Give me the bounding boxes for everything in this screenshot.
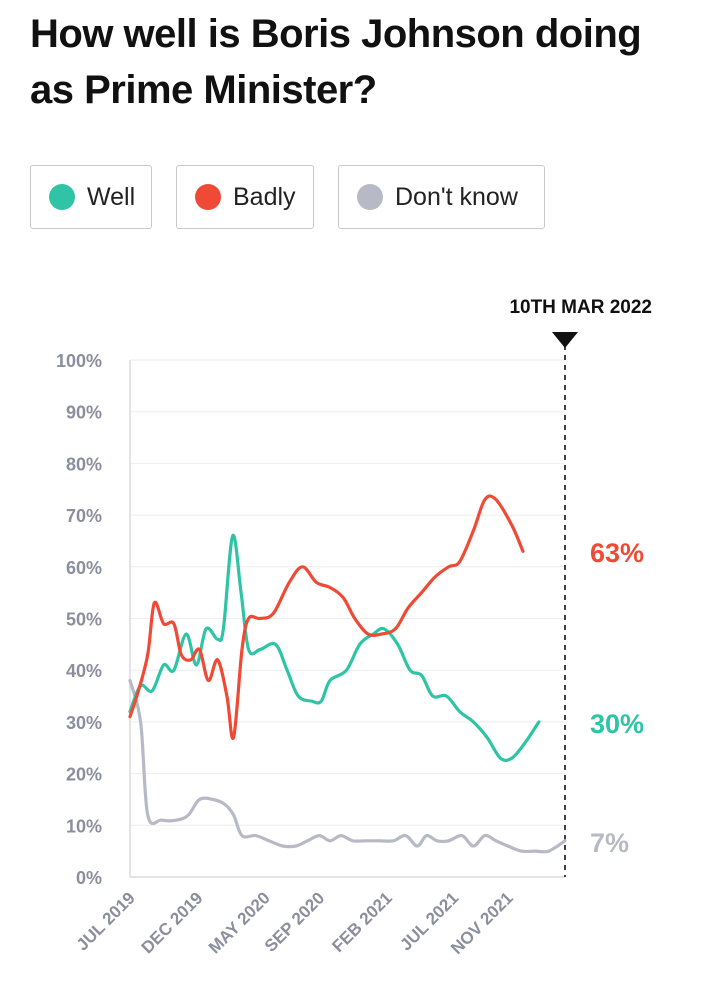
y-tick-label: 100% — [56, 351, 102, 371]
y-tick-label: 80% — [66, 454, 102, 474]
end-value-badly: 63% — [590, 538, 644, 568]
y-tick-label: 30% — [66, 713, 102, 733]
legend-toggle-badly[interactable]: Badly — [176, 165, 314, 229]
y-tick-label: 0% — [76, 868, 102, 888]
legend-label-badly: Badly — [233, 182, 296, 211]
y-tick-label: 20% — [66, 765, 102, 785]
legend-toggle-dont-know[interactable]: Don't know — [338, 165, 545, 229]
chart-title: How well is Boris Johnson doing as Prime… — [30, 12, 642, 112]
y-tick-label: 70% — [66, 506, 102, 526]
y-tick-label: 60% — [66, 558, 102, 578]
x-tick-label: FEB 2021 — [328, 888, 396, 956]
series-line-don-t-know — [128, 678, 567, 854]
y-tick-label: 50% — [66, 610, 102, 630]
x-tick-label: MAY 2020 — [205, 888, 274, 957]
legend-label-dont-know: Don't know — [395, 182, 518, 211]
end-value-don-t-know: 7% — [590, 828, 629, 858]
y-tick-label: 40% — [66, 661, 102, 681]
y-tick-label: 10% — [66, 816, 102, 836]
y-tick-label: 90% — [66, 403, 102, 423]
badly-dot-icon — [195, 184, 221, 210]
legend-label-well: Well — [87, 182, 136, 211]
x-tick-label: JUL 2019 — [73, 888, 139, 954]
dont-know-dot-icon — [357, 184, 383, 210]
marker-label: 10TH MAR 2022 — [509, 297, 652, 318]
series-line-badly — [128, 494, 525, 740]
legend-toggle-well[interactable]: Well — [30, 165, 152, 229]
x-tick-label: DEC 2019 — [138, 888, 207, 957]
end-value-well: 30% — [590, 709, 644, 739]
marker-arrow-icon — [552, 332, 578, 348]
well-dot-icon — [49, 184, 75, 210]
series-line-well — [128, 533, 541, 762]
x-tick-label: SEP 2020 — [261, 888, 328, 955]
